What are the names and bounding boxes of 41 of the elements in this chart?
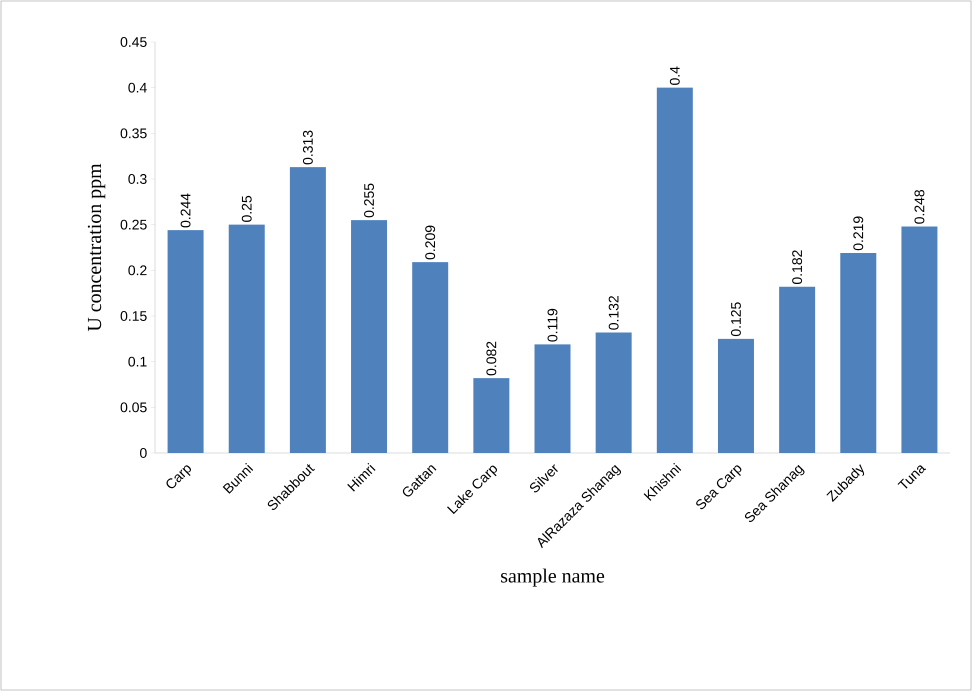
y-tick-label: 0.45 (120, 37, 147, 47)
bar (901, 226, 938, 453)
data-label: 0.125 (731, 302, 741, 336)
bar (412, 262, 448, 453)
bar (168, 230, 204, 453)
y-tick-label: 0.3 (128, 174, 147, 184)
bar (351, 220, 388, 453)
bar (473, 378, 510, 453)
data-label: 0.244 (180, 193, 191, 228)
data-label: 0.4 (670, 66, 680, 85)
bar (656, 88, 693, 453)
y-tick-label: 0.1 (128, 356, 147, 367)
bar (290, 167, 326, 453)
bar (534, 344, 571, 453)
data-label: 0.132 (608, 296, 619, 330)
x-tick-label: Carp (166, 465, 192, 488)
y-tick-label: 0 (140, 448, 147, 458)
y-tick-label: 0.25 (120, 220, 147, 230)
y-tick-label: 0.05 (120, 402, 147, 412)
data-label: 0.182 (792, 250, 802, 284)
bar (596, 332, 632, 453)
bar (779, 286, 816, 453)
data-label: 0.209 (425, 226, 436, 260)
data-label: 0.255 (364, 184, 374, 218)
data-label: 0.082 (486, 342, 496, 376)
y-axis-title: U concentration ppm (88, 164, 106, 332)
x-axis-title: sample name (501, 568, 604, 587)
bar (840, 252, 876, 453)
y-tick-label: 0.4 (128, 82, 147, 93)
y-tick-label: 0.15 (120, 311, 147, 321)
data-label: 0.25 (242, 196, 252, 222)
bar (718, 338, 754, 453)
x-tick-label: Tuna (898, 465, 926, 489)
data-label: 0.313 (302, 130, 313, 164)
y-tick-label: 0.35 (120, 128, 147, 138)
data-label: 0.248 (914, 190, 924, 224)
data-label: 0.119 (548, 308, 558, 342)
x-tick-label: Sea Carp (696, 465, 742, 510)
data-label: 0.219 (853, 216, 864, 250)
y-tick-label: 0.2 (128, 265, 147, 276)
bar (228, 224, 265, 453)
